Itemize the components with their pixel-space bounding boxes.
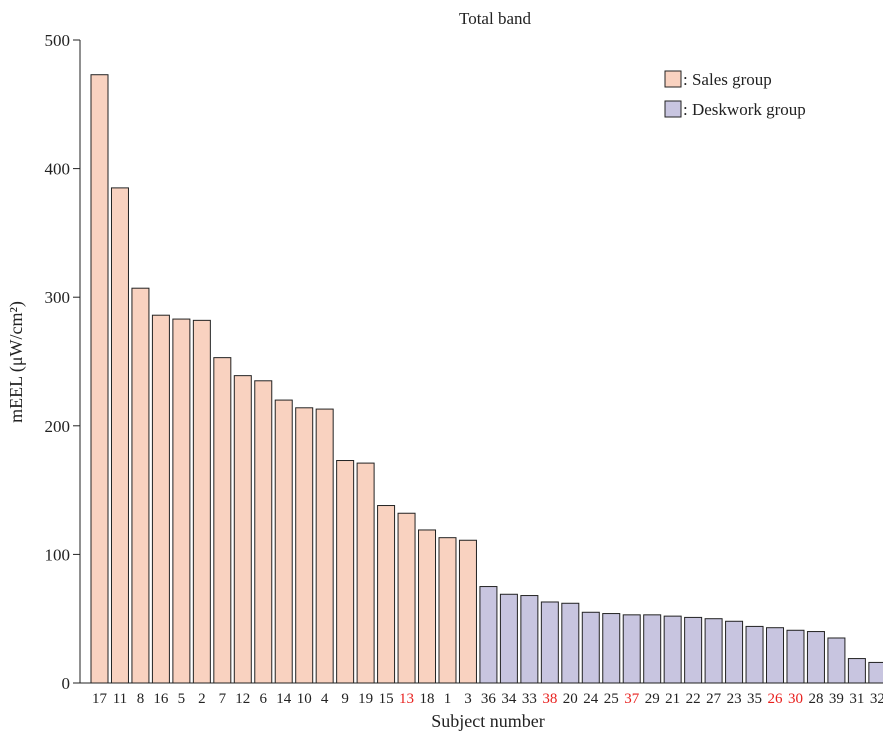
x-tick-label: 11 [113, 691, 127, 707]
chart-title: Total band [459, 9, 531, 28]
x-tick-label: 20 [563, 691, 578, 707]
x-axis-label: Subject number [431, 711, 544, 731]
x-tick-label: 23 [727, 691, 742, 707]
x-tick-label: 30 [788, 691, 803, 707]
bar [704, 618, 723, 684]
bar [663, 615, 682, 684]
x-tick-label: 13 [399, 691, 414, 707]
y-tick-label: 0 [62, 674, 71, 693]
bar [213, 357, 232, 684]
x-tick-label: 39 [829, 691, 844, 707]
x-tick-label: 16 [153, 691, 169, 707]
bar [377, 505, 396, 684]
bar [151, 314, 170, 684]
legend-label: : Sales group [683, 70, 772, 89]
bar [274, 399, 293, 684]
x-tick-label: 2 [198, 691, 206, 707]
x-tick-label: 17 [92, 691, 108, 707]
bar [540, 601, 559, 684]
y-axis-ticks: 0 100 200 300 400 500 [45, 31, 80, 693]
bar [110, 187, 129, 684]
bar [418, 529, 437, 684]
x-tick-label: 7 [219, 691, 227, 707]
bar [786, 629, 805, 684]
bar [131, 287, 150, 684]
y-tick-label: 300 [45, 288, 71, 307]
bar [336, 460, 355, 684]
legend: : Sales group : Deskwork group [664, 70, 806, 119]
bar [295, 407, 314, 684]
x-tick-label: 37 [624, 691, 640, 707]
bar [233, 375, 252, 684]
x-tick-label: 29 [645, 691, 660, 707]
bar [725, 620, 744, 684]
x-tick-label: 24 [583, 691, 599, 707]
x-tick-label: 27 [706, 691, 722, 707]
x-tick-label: 35 [747, 691, 762, 707]
bar [868, 661, 883, 684]
x-tick-label: 9 [341, 691, 349, 707]
bar [172, 318, 191, 684]
bar [356, 462, 375, 684]
bar [315, 408, 334, 684]
x-tick-label: 1 [444, 691, 452, 707]
bar [438, 537, 457, 684]
bar [254, 380, 273, 684]
bar [745, 625, 764, 684]
y-tick-label: 100 [45, 545, 71, 564]
x-tick-label: 8 [137, 691, 145, 707]
y-tick-label: 200 [45, 417, 71, 436]
bars [90, 74, 883, 684]
bar [479, 586, 498, 684]
x-tick-label: 25 [604, 691, 619, 707]
x-tick-label: 22 [686, 691, 701, 707]
x-tick-label: 28 [808, 691, 823, 707]
x-tick-label: 4 [321, 691, 329, 707]
x-tick-label: 10 [297, 691, 312, 707]
bar [766, 627, 785, 684]
legend-swatch [664, 100, 682, 118]
bar [499, 593, 518, 684]
x-tick-label: 34 [501, 691, 517, 707]
x-axis-tick-labels: 17 11 8 16 5 2 7 12 6 14 10 4 9 19 15 13 18 1 3 36 34 33 38 20 2… [92, 691, 883, 707]
bar [581, 611, 600, 684]
x-tick-label: 38 [542, 691, 557, 707]
x-tick-label: 26 [768, 691, 784, 707]
x-tick-label: 18 [420, 691, 435, 707]
bar [90, 74, 109, 684]
x-tick-label: 5 [178, 691, 186, 707]
x-tick-label: 14 [276, 691, 292, 707]
x-tick-label: 3 [464, 691, 472, 707]
x-tick-label: 6 [260, 691, 268, 707]
x-tick-label: 15 [379, 691, 394, 707]
y-tick-label: 400 [45, 160, 71, 179]
bar [827, 637, 846, 684]
y-axis-label: mEEL (μW/cm²) [6, 301, 27, 423]
x-tick-label: 33 [522, 691, 537, 707]
bar [397, 512, 416, 684]
bar [684, 616, 703, 684]
bar [561, 602, 580, 684]
bar [192, 319, 211, 684]
bar [622, 614, 641, 684]
bar [643, 614, 662, 684]
x-tick-label: 21 [665, 691, 680, 707]
x-tick-label: 32 [870, 691, 883, 707]
bar [602, 613, 621, 684]
x-tick-label: 12 [235, 691, 250, 707]
y-tick-label: 500 [45, 31, 71, 50]
bar [847, 658, 866, 684]
x-tick-label: 31 [849, 691, 864, 707]
bar [520, 595, 539, 684]
x-tick-label: 19 [358, 691, 373, 707]
bar [806, 631, 825, 684]
x-tick-label: 36 [481, 691, 497, 707]
legend-swatch [664, 70, 682, 88]
bar [458, 539, 477, 684]
legend-label: : Deskwork group [683, 100, 806, 119]
